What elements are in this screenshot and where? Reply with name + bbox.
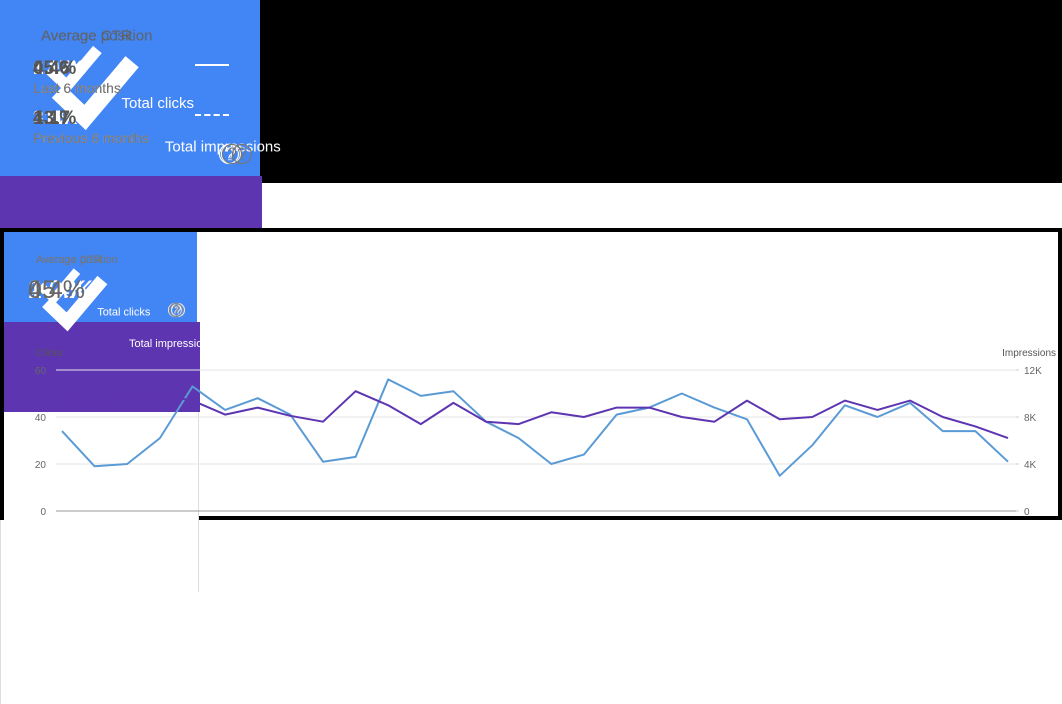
y2-tick-label: 12K bbox=[1024, 366, 1042, 377]
metric-value: 311K bbox=[33, 108, 78, 129]
card-header: Total impressions bbox=[28, 254, 214, 350]
metric-period: Last 6 months bbox=[33, 80, 121, 96]
card-header: Total impressions bbox=[33, 27, 281, 155]
card-header: Total clicks bbox=[28, 254, 150, 318]
metric-card[interactable]: Total clicks 6.09K Last 6 months 3.49K Previ… bbox=[0, 0, 260, 176]
help-icon[interactable] bbox=[231, 143, 253, 165]
check-mark bbox=[51, 56, 139, 131]
y2-tick-label: 4K bbox=[1024, 460, 1037, 471]
y-tick-label: 20 bbox=[35, 460, 47, 471]
metric-value: 0.4% bbox=[33, 58, 77, 79]
card-label: Total clicks bbox=[121, 95, 195, 113]
help-circle bbox=[221, 143, 243, 165]
checkbox bbox=[33, 45, 114, 112]
card-label: Average CTR bbox=[41, 27, 132, 45]
metric-value: 1.1% bbox=[33, 108, 77, 129]
series-line bbox=[61, 390, 1009, 440]
metric-period: Last 6 months bbox=[33, 80, 121, 96]
check-path bbox=[42, 275, 108, 332]
card-header: Total clicks bbox=[33, 27, 194, 112]
metric-card[interactable]: Average CTR 0.4% bbox=[4, 254, 199, 502]
card-header: Average position bbox=[28, 254, 118, 266]
metric-value: 45.6 bbox=[33, 58, 70, 79]
metric-value: 1.37M bbox=[33, 58, 86, 79]
metric-value: 0.4% bbox=[28, 276, 85, 304]
performance-chart: Clicks Impressions 0 20 40 60 0 4K 8K 12K bbox=[35, 348, 1056, 516]
check-path bbox=[37, 268, 81, 305]
card-label: Total clicks bbox=[97, 306, 151, 319]
checkbox bbox=[28, 275, 121, 350]
checkbox bbox=[33, 56, 157, 155]
metric-period: Previous 6 months bbox=[33, 130, 149, 146]
help-glyph bbox=[172, 305, 180, 315]
help-glyph bbox=[227, 147, 237, 161]
metric-value: 254K bbox=[28, 276, 87, 304]
metric-period: Previous 6 months bbox=[33, 130, 149, 146]
metric-period: Last 6 months bbox=[33, 80, 121, 96]
card-label: Average position bbox=[41, 27, 153, 45]
y-tick-label: 40 bbox=[35, 413, 47, 424]
card-label: Total impressions bbox=[128, 338, 214, 351]
metric-value: 6.09K bbox=[33, 58, 84, 79]
chart-panel: Clicks Impressions 0 20 40 60 0 4K 8K 12K Total c… bbox=[0, 228, 1062, 592]
help-glyph bbox=[224, 147, 234, 161]
metric-value: 43.7 bbox=[33, 108, 70, 129]
series-line bbox=[61, 378, 1009, 477]
y2-tick-label: 8K bbox=[1024, 413, 1037, 424]
card-header: Average CTR bbox=[28, 254, 102, 266]
legend-line bbox=[195, 64, 229, 66]
metric-period: Previous 6 months bbox=[33, 130, 149, 146]
card-label: Average position bbox=[36, 254, 118, 267]
check-mark bbox=[37, 268, 81, 305]
y-axis-label: Clicks bbox=[36, 348, 63, 359]
check-mark bbox=[45, 45, 102, 95]
y-tick-label: 60 bbox=[35, 366, 47, 377]
check-path bbox=[51, 56, 139, 131]
help-circle bbox=[231, 143, 253, 165]
card-header: Average CTR bbox=[33, 27, 132, 45]
card-label: Average CTR bbox=[36, 254, 103, 267]
check-mark bbox=[42, 275, 108, 332]
metric-value: 45 bbox=[28, 276, 56, 304]
help-circle bbox=[168, 302, 184, 318]
card-header: Average position bbox=[33, 27, 152, 45]
card-label: Total impressions bbox=[164, 138, 281, 156]
help-icon[interactable] bbox=[221, 143, 243, 165]
y2-axis-label: Impressions bbox=[1002, 348, 1056, 359]
metric-period: Previous 6 months bbox=[33, 130, 149, 146]
help-glyph bbox=[237, 147, 247, 161]
y2-tick-label: 0 bbox=[1024, 507, 1030, 516]
y-tick-label: 0 bbox=[40, 507, 46, 516]
checkbox bbox=[28, 268, 89, 318]
help-icon[interactable] bbox=[168, 302, 184, 318]
metric-card[interactable]: Total clicks 1.08K bbox=[4, 232, 197, 322]
legend-line bbox=[195, 114, 229, 116]
check-path bbox=[45, 45, 102, 95]
